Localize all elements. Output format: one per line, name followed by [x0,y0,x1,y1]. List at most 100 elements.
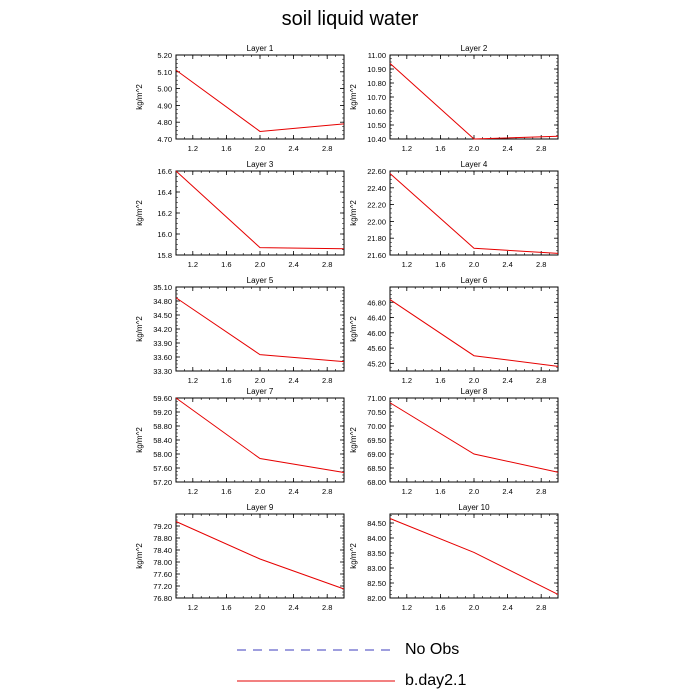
x-tick-label: 1.6 [435,603,445,612]
x-tick-label: 1.6 [221,487,231,496]
x-tick-label: 2.4 [502,376,512,385]
plot-frame [175,170,345,256]
legend-swatch-no-obs [237,649,395,651]
series-line-b-day2-1 [175,397,345,474]
x-tick-label: 2.4 [288,260,298,269]
x-tick-label: 1.2 [402,260,412,269]
plot-frame [389,170,559,256]
y-tick-label: 68.00 [367,478,386,487]
panel-title: Layer 1 [247,44,274,53]
plot-frame [389,397,559,483]
x-tick-label: 1.2 [402,376,412,385]
y-tick-label: 33.90 [153,339,172,348]
panel-layer-3: Layer 3 kg/m^2 1.2 1.6 2.0 2.4 2.8 15.8 16.0 16.2… [135,160,345,269]
x-tick-label: 1.2 [188,144,198,153]
y-tick-label: 35.10 [153,283,172,292]
y-tick-label: 57.20 [153,478,172,487]
panel-layer-7: Layer 7 kg/m^2 1.2 1.6 2.0 2.4 2.8 57.20 57.60 58… [135,387,345,496]
y-tick-label: 68.50 [367,464,386,473]
x-tick-label: 2.8 [536,603,546,612]
y-tick-label: 16.6 [157,167,172,176]
y-tick-label: 71.00 [367,394,386,403]
x-tick-label: 2.0 [469,260,479,269]
panel-layer-1: Layer 1 kg/m^2 1.2 1.6 2.0 2.4 2.8 4.70 4.80 4.90… [135,44,345,153]
plot-frame [175,286,345,372]
x-tick-label: 2.0 [469,487,479,496]
y-tick-label: 21.60 [367,251,386,260]
x-tick-label: 1.6 [435,144,445,153]
series-line-b-day2-1 [389,173,559,254]
panel-title: Layer 6 [461,276,488,285]
panel-layer-4: Layer 4 kg/m^2 1.2 1.6 2.0 2.4 2.8 21.60 21.80 22… [349,160,559,269]
y-tick-label: 82.00 [367,594,386,603]
x-tick-label: 1.6 [221,260,231,269]
x-tick-label: 1.6 [435,376,445,385]
panel-title: Layer 7 [247,387,274,396]
y-tick-label: 4.70 [157,135,172,144]
legend-swatch-b-day2-1 [237,680,395,682]
x-tick-label: 1.2 [402,144,412,153]
panel-title: Layer 4 [461,160,488,169]
y-tick-label: 16.2 [157,209,172,218]
panel-layer-9: Layer 9 kg/m^2 1.2 1.6 2.0 2.4 2.8 76.80 77.20 77… [135,503,345,612]
y-tick-label: 16.4 [157,188,172,197]
x-tick-label: 1.6 [221,603,231,612]
y-axis-label: kg/m^2 [349,543,358,569]
y-tick-label: 5.00 [157,85,172,94]
panel-layer-6: Layer 6 kg/m^2 1.2 1.6 2.0 2.4 2.8 45.20 45.60 46… [349,276,559,385]
x-tick-label: 1.6 [435,260,445,269]
x-tick-label: 2.0 [469,603,479,612]
x-tick-label: 1.2 [188,260,198,269]
y-tick-label: 11.00 [368,51,386,60]
legend-label-b-day2-1: b.day2.1 [405,672,467,689]
y-tick-label: 84.00 [367,534,386,543]
y-axis-label: kg/m^2 [349,84,358,110]
x-tick-label: 2.8 [536,487,546,496]
figure-title: soil liquid water [281,8,419,30]
panel-layer-8: Layer 8 kg/m^2 1.2 1.6 2.0 2.4 2.8 68.00 68.50 69… [349,387,559,496]
panel-title: Layer 5 [247,276,274,285]
plot-frame [175,513,345,599]
x-tick-label: 2.4 [502,144,512,153]
x-tick-label: 2.4 [502,603,512,612]
x-tick-label: 1.2 [188,376,198,385]
y-tick-label: 59.60 [153,394,172,403]
panel-title: Layer 8 [461,387,488,396]
y-tick-label: 59.20 [153,408,172,417]
y-tick-label: 34.80 [153,297,172,306]
y-tick-label: 33.60 [153,353,172,362]
series-line-b-day2-1 [389,299,559,367]
series-line-b-day2-1 [175,69,345,132]
plot-frame [389,286,559,372]
y-tick-label: 15.8 [157,251,172,260]
x-tick-label: 2.4 [502,260,512,269]
panel-title: Layer 3 [247,160,274,169]
y-axis-label: kg/m^2 [135,316,144,342]
series-line-b-day2-1 [389,518,559,595]
y-tick-label: 83.00 [367,564,386,573]
legend-item-no-obs: No Obs [235,640,535,660]
y-tick-label: 76.80 [153,594,172,603]
x-tick-label: 2.0 [255,260,265,269]
x-tick-label: 1.2 [402,487,412,496]
y-tick-label: 34.50 [153,311,172,320]
series-line-b-day2-1 [389,402,559,473]
y-tick-label: 4.80 [157,118,172,127]
y-tick-label: 22.60 [367,167,386,176]
y-tick-label: 22.00 [367,217,386,226]
y-tick-label: 10.70 [367,93,386,102]
panel-layer-2: Layer 2 kg/m^2 1.2 1.6 2.0 2.4 2.8 10.40 10.50 10… [349,44,559,153]
y-axis-label: kg/m^2 [349,316,358,342]
y-axis-label: kg/m^2 [135,200,144,226]
x-tick-label: 2.0 [469,376,479,385]
y-tick-label: 5.20 [157,51,172,60]
y-tick-label: 77.60 [153,570,172,579]
x-tick-label: 2.0 [255,376,265,385]
x-tick-label: 2.8 [536,376,546,385]
panel-title: Layer 10 [458,503,490,512]
x-tick-label: 2.8 [322,487,332,496]
y-tick-label: 77.20 [153,582,172,591]
x-tick-label: 2.4 [288,376,298,385]
x-tick-label: 2.0 [469,144,479,153]
x-tick-label: 2.8 [536,260,546,269]
